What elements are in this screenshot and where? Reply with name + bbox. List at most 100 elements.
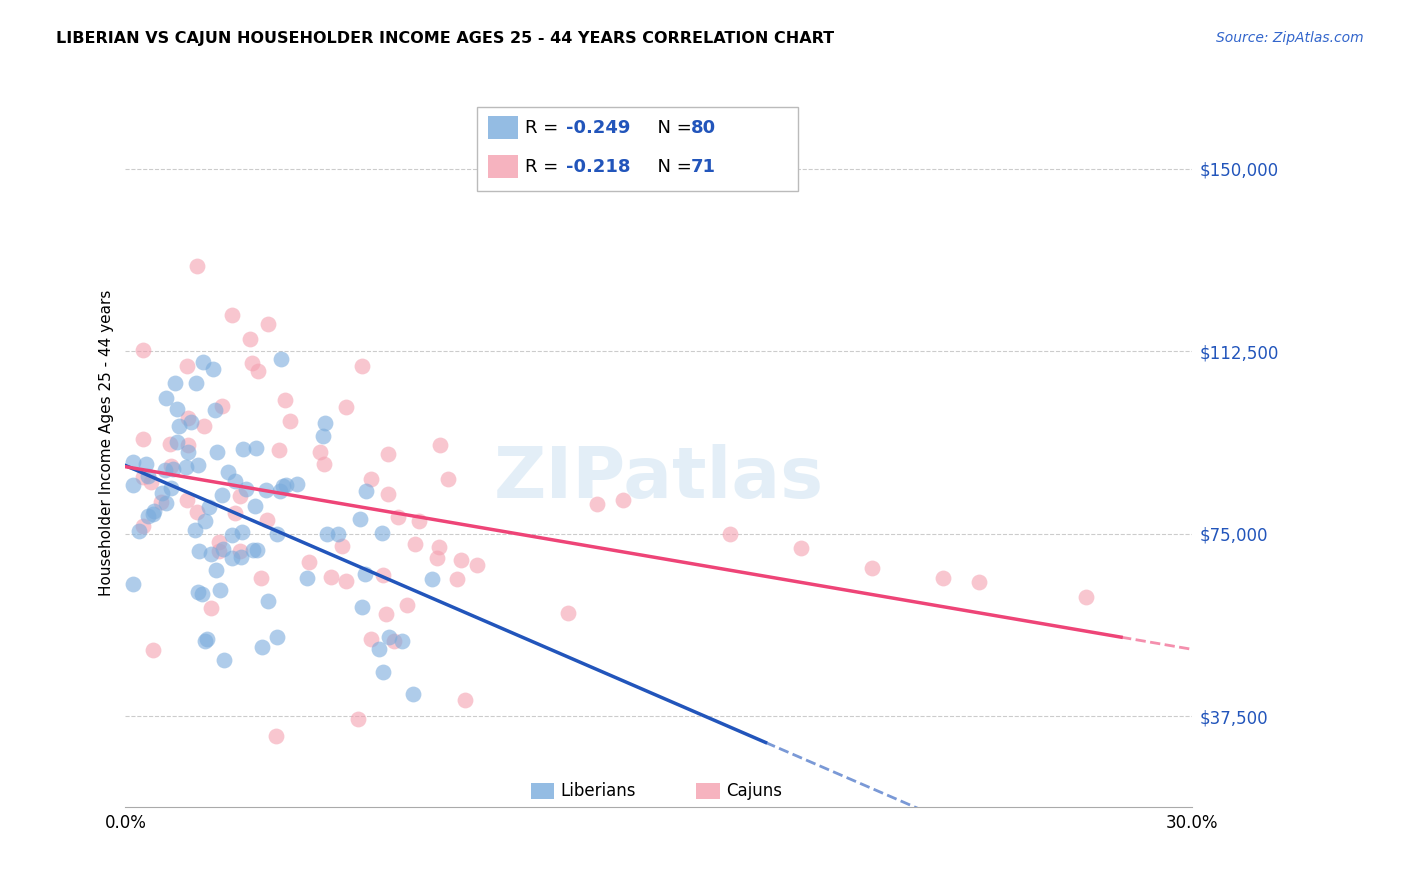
- Point: [143, 504, 166, 518]
- Point: [436, 472, 458, 486]
- Point: [257, 594, 280, 608]
- Point: [221, 308, 243, 322]
- Point: [266, 527, 288, 541]
- Point: [187, 458, 209, 472]
- Point: [427, 540, 450, 554]
- Point: [790, 541, 813, 556]
- Point: [270, 352, 292, 367]
- Point: [350, 359, 373, 373]
- Point: [204, 402, 226, 417]
- Point: [167, 418, 190, 433]
- Point: [354, 567, 377, 582]
- Y-axis label: Householder Income Ages 25 - 44 years: Householder Income Ages 25 - 44 years: [100, 289, 114, 596]
- Point: [121, 576, 143, 591]
- Point: [335, 574, 357, 588]
- Point: [177, 445, 200, 459]
- Point: [217, 465, 239, 479]
- Point: [254, 483, 277, 497]
- Point: [612, 492, 634, 507]
- Point: [208, 534, 231, 549]
- Point: [194, 514, 217, 528]
- Point: [121, 478, 143, 492]
- Text: -0.218: -0.218: [567, 158, 630, 176]
- Text: Cajuns: Cajuns: [725, 781, 782, 799]
- Bar: [488, 155, 517, 178]
- Point: [193, 418, 215, 433]
- Point: [454, 693, 477, 707]
- Point: [371, 567, 394, 582]
- Text: -0.249: -0.249: [567, 119, 630, 136]
- Point: [274, 478, 297, 492]
- Point: [378, 631, 401, 645]
- Point: [967, 575, 990, 590]
- Point: [231, 524, 253, 539]
- Point: [271, 479, 294, 493]
- Point: [159, 437, 181, 451]
- Point: [450, 553, 472, 567]
- Text: 80: 80: [690, 119, 716, 136]
- Point: [132, 432, 155, 446]
- Point: [349, 512, 371, 526]
- Point: [224, 474, 246, 488]
- Point: [211, 399, 233, 413]
- Point: [132, 519, 155, 533]
- Point: [387, 510, 409, 524]
- Point: [155, 462, 177, 476]
- Point: [371, 525, 394, 540]
- Point: [391, 634, 413, 648]
- Point: [426, 550, 449, 565]
- Point: [319, 570, 342, 584]
- Point: [188, 544, 211, 558]
- Point: [187, 585, 209, 599]
- Text: N =: N =: [645, 119, 697, 136]
- Point: [228, 489, 250, 503]
- Point: [377, 447, 399, 461]
- Point: [382, 633, 405, 648]
- Point: [401, 687, 423, 701]
- Point: [446, 572, 468, 586]
- Point: [200, 547, 222, 561]
- Point: [177, 438, 200, 452]
- Point: [465, 558, 488, 572]
- Point: [149, 495, 172, 509]
- Point: [373, 665, 395, 679]
- Point: [184, 523, 207, 537]
- Text: R =: R =: [526, 119, 564, 136]
- Point: [186, 259, 208, 273]
- Point: [932, 570, 955, 584]
- Point: [211, 488, 233, 502]
- Point: [269, 483, 291, 498]
- Point: [860, 561, 883, 575]
- Point: [360, 472, 382, 486]
- Point: [221, 550, 243, 565]
- Point: [404, 537, 426, 551]
- Point: [328, 526, 350, 541]
- Point: [224, 507, 246, 521]
- Point: [136, 468, 159, 483]
- Point: [250, 640, 273, 654]
- Point: [229, 543, 252, 558]
- Text: Source: ZipAtlas.com: Source: ZipAtlas.com: [1216, 31, 1364, 45]
- Point: [273, 392, 295, 407]
- Text: R =: R =: [526, 158, 571, 176]
- Point: [180, 415, 202, 429]
- Point: [205, 445, 228, 459]
- Point: [316, 527, 339, 541]
- Text: 71: 71: [690, 158, 716, 176]
- Point: [375, 607, 398, 621]
- Point: [245, 441, 267, 455]
- Point: [585, 498, 607, 512]
- Point: [150, 486, 173, 500]
- Point: [212, 541, 235, 556]
- Point: [335, 400, 357, 414]
- Point: [198, 500, 221, 514]
- Point: [160, 458, 183, 473]
- Bar: [488, 116, 517, 139]
- Point: [162, 462, 184, 476]
- Point: [231, 549, 253, 564]
- Point: [235, 482, 257, 496]
- Point: [330, 539, 353, 553]
- Text: Liberians: Liberians: [561, 781, 636, 799]
- Point: [278, 414, 301, 428]
- Point: [287, 477, 309, 491]
